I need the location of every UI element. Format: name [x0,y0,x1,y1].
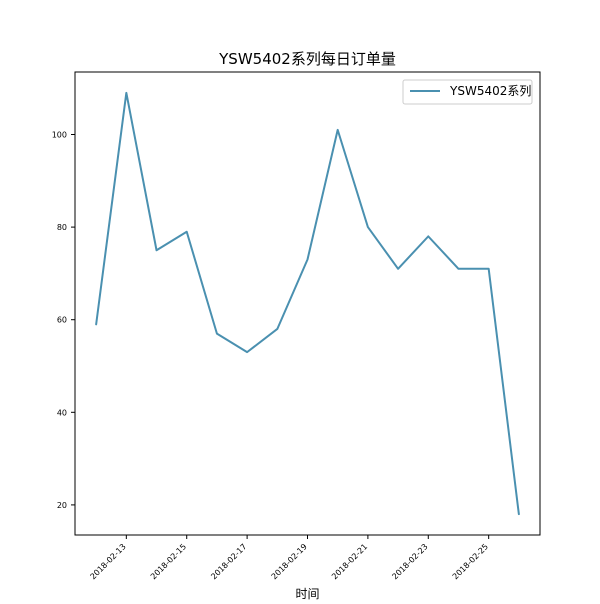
chart-title: YSW5402系列每日订单量 [218,50,396,68]
data-point [488,268,490,270]
data-point [337,129,339,131]
plot-frame [74,71,541,536]
series-line [95,91,520,516]
data-point [156,249,158,251]
x-tick-label: 2018-02-23 [390,542,429,581]
data-point [246,351,248,353]
data-point [518,513,520,515]
y-tick-label: 60 [57,316,67,325]
data-point [367,226,369,228]
data-point [125,92,127,94]
data-point [307,259,309,261]
y-tick-label: 40 [57,408,67,417]
legend-box [402,79,533,105]
x-tick-label: 2018-02-21 [330,542,369,581]
ticks: 20 40 60 80 100 2018-02-13 2018-02-15 2018-02-1… [52,131,490,582]
x-tick-label: 2018-02-25 [451,542,490,581]
y-tick-label: 20 [57,501,67,510]
legend-label: YSW5402系列 [449,84,531,98]
x-tick-label: 2018-02-15 [149,542,188,581]
data-point [457,268,459,270]
y-tick-label: 100 [52,131,67,140]
data-point [216,333,218,335]
legend: YSW5402系列 [402,79,533,105]
x-axis-label: 时间 [295,587,319,600]
series [95,91,520,516]
data-point [186,231,188,233]
y-tick-label: 80 [57,223,67,232]
x-tick-label: 2018-02-13 [89,542,128,581]
axes [74,71,541,536]
x-tick-label: 2018-02-19 [270,542,309,581]
x-tick-label: 2018-02-17 [209,542,248,581]
data-point [397,268,399,270]
data-point [95,323,97,325]
data-point [276,328,278,330]
data-point [427,235,429,237]
